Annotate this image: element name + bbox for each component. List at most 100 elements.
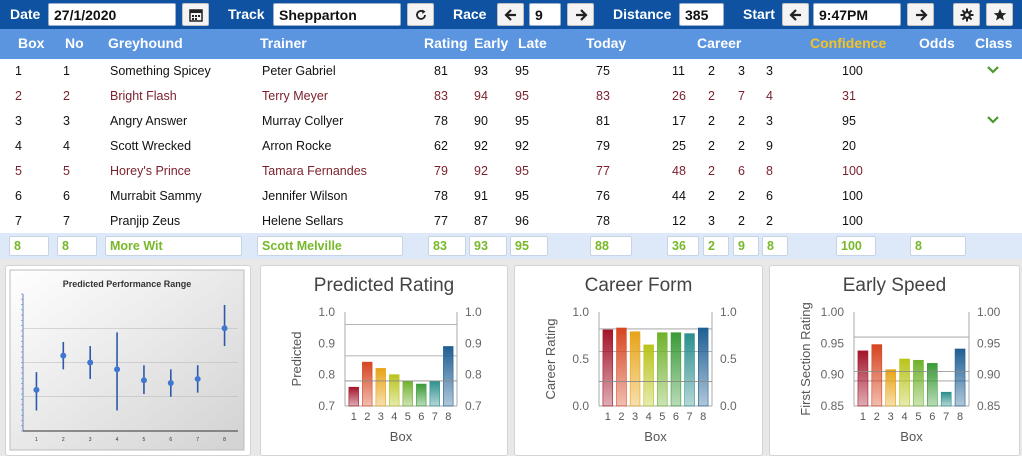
start-prev-button[interactable]	[782, 3, 809, 26]
x-tick-label: 6	[418, 411, 424, 423]
col-trainer[interactable]: Trainer	[260, 35, 307, 51]
favorite-button[interactable]	[986, 3, 1013, 26]
x-axis-label: Box	[644, 429, 667, 444]
arrow-right-icon	[915, 8, 928, 21]
table-row[interactable]: 5 5 Horey's Prince Tamara Fernandes 79 9…	[0, 159, 1022, 184]
data-point	[33, 386, 40, 393]
x-tick-label: 1	[605, 411, 611, 423]
toolbar: Date 27/1/2020 Track Shepparton Race 9 D…	[0, 0, 1022, 29]
table-row[interactable]: 4 4 Scott Wrecked Arron Rocke 62 92 92 7…	[0, 134, 1022, 159]
bar-box-1	[602, 329, 614, 407]
distance-input[interactable]: 385	[679, 3, 724, 26]
edit-greyhound-field[interactable]: More Wit	[105, 236, 242, 256]
bar-box-6	[670, 332, 682, 407]
edit-early-field[interactable]: 93	[469, 236, 507, 256]
col-odds[interactable]: Odds	[919, 35, 955, 51]
bar-box-5	[657, 332, 668, 407]
cell-box: 4	[15, 139, 22, 153]
cell-greyhound: Angry Answer	[110, 114, 188, 128]
col-box[interactable]: Box	[18, 35, 45, 51]
cell-today: 78	[596, 214, 610, 228]
col-career[interactable]: Career	[697, 35, 742, 51]
x-axis-label: Box	[900, 429, 923, 444]
predicted-rating-chart: 1 2 3 4 5 6 7 8 0.7 0.8 0.9 1.0 0.7 0.8 0.9 1.0 Box Predi…	[289, 305, 482, 444]
race-next-button[interactable]	[567, 3, 594, 26]
table-row[interactable]: 1 1 Something Spicey Peter Gabriel 81 93…	[0, 59, 1022, 84]
edit-confidence-field[interactable]: 100	[836, 236, 876, 256]
cell-trainer: Arron Rocke	[262, 139, 332, 153]
track-input[interactable]: Shepparton	[273, 3, 401, 26]
table-row[interactable]: 7 7 Pranjip Zeus Helene Sellars 77 87 96…	[0, 209, 1022, 234]
col-class[interactable]: Class	[975, 35, 1013, 51]
start-input[interactable]: 9:47PM	[813, 3, 901, 26]
y-tick-label: 0.85	[821, 399, 845, 413]
settings-button[interactable]	[953, 3, 980, 26]
race-prev-button[interactable]	[497, 3, 524, 26]
cell-career-seconds: 2	[738, 139, 745, 153]
cell-late: 95	[515, 189, 529, 203]
table-header: Box No Greyhound Trainer Rating Early La…	[0, 29, 1022, 59]
calendar-button[interactable]	[182, 3, 209, 26]
y-tick-label: 1.00	[821, 305, 845, 319]
y-tick-label-right: 0.9	[465, 336, 482, 350]
edit-career-starts-field[interactable]: 36	[667, 236, 699, 256]
edit-today-field[interactable]: 88	[590, 236, 632, 256]
x-tick-label: 5	[143, 437, 146, 443]
edit-career-thirds-field[interactable]: 8	[762, 236, 788, 256]
date-input[interactable]: 27/1/2020	[48, 3, 176, 26]
race-input[interactable]: 9	[529, 3, 561, 26]
x-tick-label: 2	[364, 411, 370, 423]
refresh-button[interactable]	[407, 3, 434, 26]
bar-box-2	[871, 344, 883, 407]
cell-career-thirds: 2	[766, 214, 773, 228]
cell-rating: 62	[434, 139, 448, 153]
cell-early: 87	[474, 214, 488, 228]
cell-confidence: 100	[842, 214, 863, 228]
y-tick-label: 1.0	[318, 305, 335, 319]
bar-box-5	[402, 380, 413, 407]
calendar-icon	[188, 8, 203, 22]
table-row[interactable]: 3 3 Angry Answer Murray Collyer 78 90 95…	[0, 109, 1022, 134]
cell-career-wins: 2	[708, 89, 715, 103]
cell-career-starts: 17	[672, 114, 686, 128]
data-point	[167, 380, 174, 387]
edit-career-wins-field[interactable]: 2	[703, 236, 729, 256]
cell-career-seconds: 2	[738, 114, 745, 128]
table-row[interactable]: 6 6 Murrabit Sammy Jennifer Wilson 78 91…	[0, 184, 1022, 209]
y-tick-label: 0.9	[318, 336, 335, 350]
x-tick-label: 3	[888, 411, 894, 423]
data-point	[140, 377, 147, 384]
y-tick-label: 1.0	[572, 305, 589, 319]
cell-box: 6	[15, 189, 22, 203]
data-point	[114, 366, 121, 373]
x-tick-label: 7	[432, 411, 438, 423]
cell-career-starts: 12	[672, 214, 686, 228]
cell-career-wins: 3	[708, 214, 715, 228]
col-late[interactable]: Late	[518, 35, 547, 51]
start-label: Start	[743, 6, 775, 22]
chevron-down-icon[interactable]	[986, 63, 1000, 77]
chevron-down-icon[interactable]	[986, 113, 1000, 127]
edit-career-seconds-field[interactable]: 9	[733, 236, 759, 256]
cell-early: 91	[474, 189, 488, 203]
cell-no: 7	[63, 214, 70, 228]
col-early[interactable]: Early	[474, 35, 509, 51]
start-next-button[interactable]	[907, 3, 934, 26]
col-no[interactable]: No	[65, 35, 84, 51]
edit-trainer-field[interactable]: Scott Melville	[257, 236, 403, 256]
edit-no-field[interactable]: 8	[57, 236, 97, 256]
edit-late-field[interactable]: 95	[510, 236, 548, 256]
col-rating[interactable]: Rating	[424, 35, 468, 51]
cell-trainer: Murray Collyer	[262, 114, 344, 128]
y-tick-label: 0.5	[572, 352, 589, 366]
cell-career-thirds: 8	[766, 164, 773, 178]
cell-early: 93	[474, 64, 488, 78]
table-row[interactable]: 2 2 Bright Flash Terry Meyer 83 94 95 83…	[0, 84, 1022, 109]
edit-rating-field[interactable]: 83	[428, 236, 466, 256]
edit-odds-field[interactable]: 8	[910, 236, 966, 256]
col-confidence[interactable]: Confidence	[810, 35, 887, 51]
col-greyhound[interactable]: Greyhound	[108, 35, 183, 51]
y-axis-label: First Section Rating	[798, 302, 813, 415]
col-today[interactable]: Today	[586, 35, 627, 51]
edit-box-field[interactable]: 8	[9, 236, 49, 256]
